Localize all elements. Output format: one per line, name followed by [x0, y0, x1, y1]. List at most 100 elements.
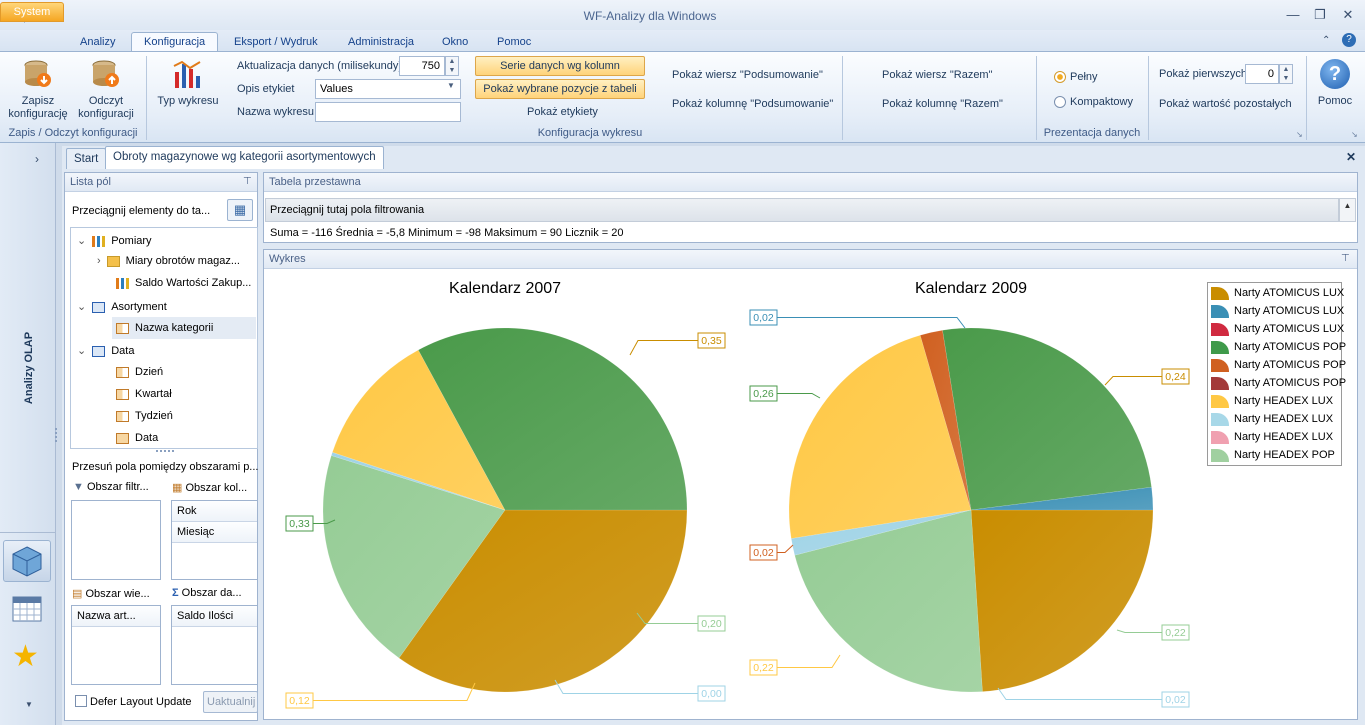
data-label: 0,02: [753, 547, 774, 559]
pie-slice[interactable]: [322, 455, 506, 659]
olap-cube-icon[interactable]: [3, 540, 51, 582]
pie-slice[interactable]: [417, 327, 688, 511]
pivot-scroll-up[interactable]: ▲: [1339, 198, 1356, 222]
tree-node-kwartal[interactable]: Kwartał: [116, 388, 172, 400]
pie-slice[interactable]: [794, 509, 983, 693]
side-chevron-down-icon[interactable]: ▼: [25, 700, 33, 709]
restore-icon[interactable]: ❐: [1314, 7, 1326, 22]
update-button[interactable]: Uaktualnij: [203, 691, 258, 713]
pin-icon[interactable]: ⊤: [243, 176, 252, 187]
tab-administracja[interactable]: Administracja: [348, 36, 415, 48]
show-col-total-button[interactable]: Pokaż kolumnę "Razem": [882, 98, 1003, 110]
tab-okno[interactable]: Okno: [442, 36, 469, 48]
close-window-icon[interactable]: ✕: [1342, 7, 1354, 22]
favorites-star-icon[interactable]: ★: [12, 640, 39, 673]
tree-node-saldo[interactable]: Saldo Wartości Zakup...: [116, 277, 251, 289]
labels-desc-select[interactable]: Values: [315, 79, 461, 99]
tree-node-dzien[interactable]: Dzień: [116, 366, 163, 378]
pie-slice[interactable]: [331, 451, 506, 511]
pie-slice[interactable]: [970, 509, 1154, 692]
column-field-miesiac[interactable]: Miesiąc: [172, 522, 257, 543]
pivot-filter-area[interactable]: Przeciągnij tutaj pola filtrowania: [265, 198, 1339, 222]
update-interval-input[interactable]: 750: [399, 56, 445, 76]
chart-type-button[interactable]: Typ wykresu: [157, 95, 219, 107]
data-label: 0,02: [1165, 694, 1186, 706]
column-area-box[interactable]: Rok Miesiąc: [171, 500, 258, 580]
dimension-icon: [92, 301, 106, 313]
data-area-box[interactable]: Saldo Ilości: [171, 605, 258, 685]
legend-swatch: [1211, 358, 1229, 372]
chart-pin-icon[interactable]: ⊤: [1341, 253, 1350, 264]
legend-label: Narty HEADEX POP: [1234, 449, 1335, 461]
drag-hint: Przeciągnij elementy do ta...: [72, 205, 211, 217]
data-label: 0,26: [753, 388, 774, 400]
show-row-summary-button[interactable]: Pokaż wiersz "Podsumowanie": [672, 69, 823, 81]
tree-node-asortyment[interactable]: ⌄ Asortyment: [77, 301, 167, 313]
minimize-icon[interactable]: —: [1286, 7, 1300, 22]
help-small-icon[interactable]: ?: [1342, 33, 1356, 47]
help-button[interactable]: Pomoc: [1317, 95, 1353, 107]
measure-icon: [116, 277, 129, 289]
row-area-box[interactable]: Nazwa art...: [71, 605, 161, 685]
label-leader-line: [313, 682, 476, 701]
tab-eksport[interactable]: Eksport / Wydruk: [234, 36, 318, 48]
show-labels-button[interactable]: Pokaż etykiety: [527, 106, 598, 118]
expand-side-icon[interactable]: ›: [35, 152, 39, 166]
chevron-down-icon[interactable]: ▼: [447, 81, 455, 90]
data-field-saldo[interactable]: Saldo Ilości: [172, 606, 257, 627]
tree-node-miary[interactable]: › Miary obrotów magaz...: [97, 255, 240, 267]
tab-analizy[interactable]: Analizy: [80, 36, 116, 48]
tab-system[interactable]: System: [0, 2, 64, 22]
pie-slice[interactable]: [788, 334, 972, 539]
chart-title: Kalendarz 2007: [449, 280, 561, 297]
tree-node-tydzien[interactable]: Tydzień: [116, 410, 173, 422]
pie-slice[interactable]: [790, 509, 972, 556]
show-first-spinner[interactable]: ▲ ▼: [1279, 64, 1293, 84]
show-selected-button[interactable]: Pokaż wybrane pozycje z tabeli: [475, 79, 645, 99]
show-row-total-button[interactable]: Pokaż wiersz "Razem": [882, 69, 993, 81]
help-icon: ?: [1320, 59, 1350, 89]
pie-slice[interactable]: [332, 349, 506, 511]
pie-slice[interactable]: [942, 327, 1152, 511]
defer-checkbox[interactable]: [75, 695, 87, 707]
tree-node-data[interactable]: ⌄ Data: [77, 345, 135, 357]
doc-tab-active[interactable]: Obroty magazynowe wg kategorii asortymen…: [105, 146, 384, 169]
data-label: 0,02: [753, 312, 774, 324]
attribute-icon: [116, 366, 129, 378]
chart-name-input[interactable]: [315, 102, 461, 122]
update-interval-spinner[interactable]: ▲ ▼: [445, 56, 459, 76]
tab-pomoc[interactable]: Pomoc: [497, 36, 532, 48]
show-first-input[interactable]: 0: [1245, 64, 1279, 84]
show-first-label: Pokaż pierwszych: [1159, 68, 1248, 80]
show-col-summary-button[interactable]: Pokaż kolumnę "Podsumowanie": [672, 98, 834, 110]
doc-tab-start[interactable]: Start: [66, 148, 107, 169]
dialog-launcher-icon[interactable]: ↘: [1296, 130, 1303, 139]
window-title: WF-Analizy dla Windows: [583, 9, 717, 23]
collapse-ribbon-icon[interactable]: ⌃: [1322, 35, 1331, 46]
tree-node-nazwa-kategorii[interactable]: Nazwa kategorii: [112, 317, 256, 339]
close-doc-icon[interactable]: ✕: [1346, 150, 1357, 164]
full-radio[interactable]: [1054, 71, 1066, 83]
row-field-nazwa[interactable]: Nazwa art...: [72, 606, 160, 627]
read-config-button[interactable]: Odczyt konfiguracji: [78, 95, 134, 120]
column-field-rok[interactable]: Rok: [172, 501, 257, 522]
field-list-splitter[interactable]: [156, 450, 174, 452]
tree-node-pomiary[interactable]: ⌄ Pomiary: [77, 235, 152, 247]
data-label: 0,22: [753, 662, 774, 674]
save-config-button[interactable]: Zapisz konfigurację: [8, 95, 68, 120]
compact-radio[interactable]: [1054, 96, 1066, 108]
tab-konfiguracja[interactable]: Konfiguracja: [131, 32, 219, 52]
legend-label: Narty ATOMICUS LUX: [1234, 305, 1345, 317]
layout-toggle-icon[interactable]: ▦: [227, 199, 253, 221]
data-label-box: [1161, 624, 1190, 641]
show-rest-button[interactable]: Pokaż wartość pozostałych: [1159, 98, 1292, 110]
tree-node-data-hierarchy[interactable]: Data: [116, 432, 158, 444]
calendar-icon[interactable]: [12, 594, 42, 622]
pie-slice[interactable]: [919, 329, 972, 511]
series-by-columns-button[interactable]: Serie danych wg kolumn: [475, 56, 645, 76]
filter-area-box[interactable]: [71, 500, 161, 580]
pie-slice[interactable]: [970, 486, 1154, 511]
dialog-launcher-icon[interactable]: ↘: [1351, 130, 1358, 139]
pie-slice[interactable]: [398, 509, 688, 693]
splitter-grip[interactable]: [55, 428, 58, 442]
